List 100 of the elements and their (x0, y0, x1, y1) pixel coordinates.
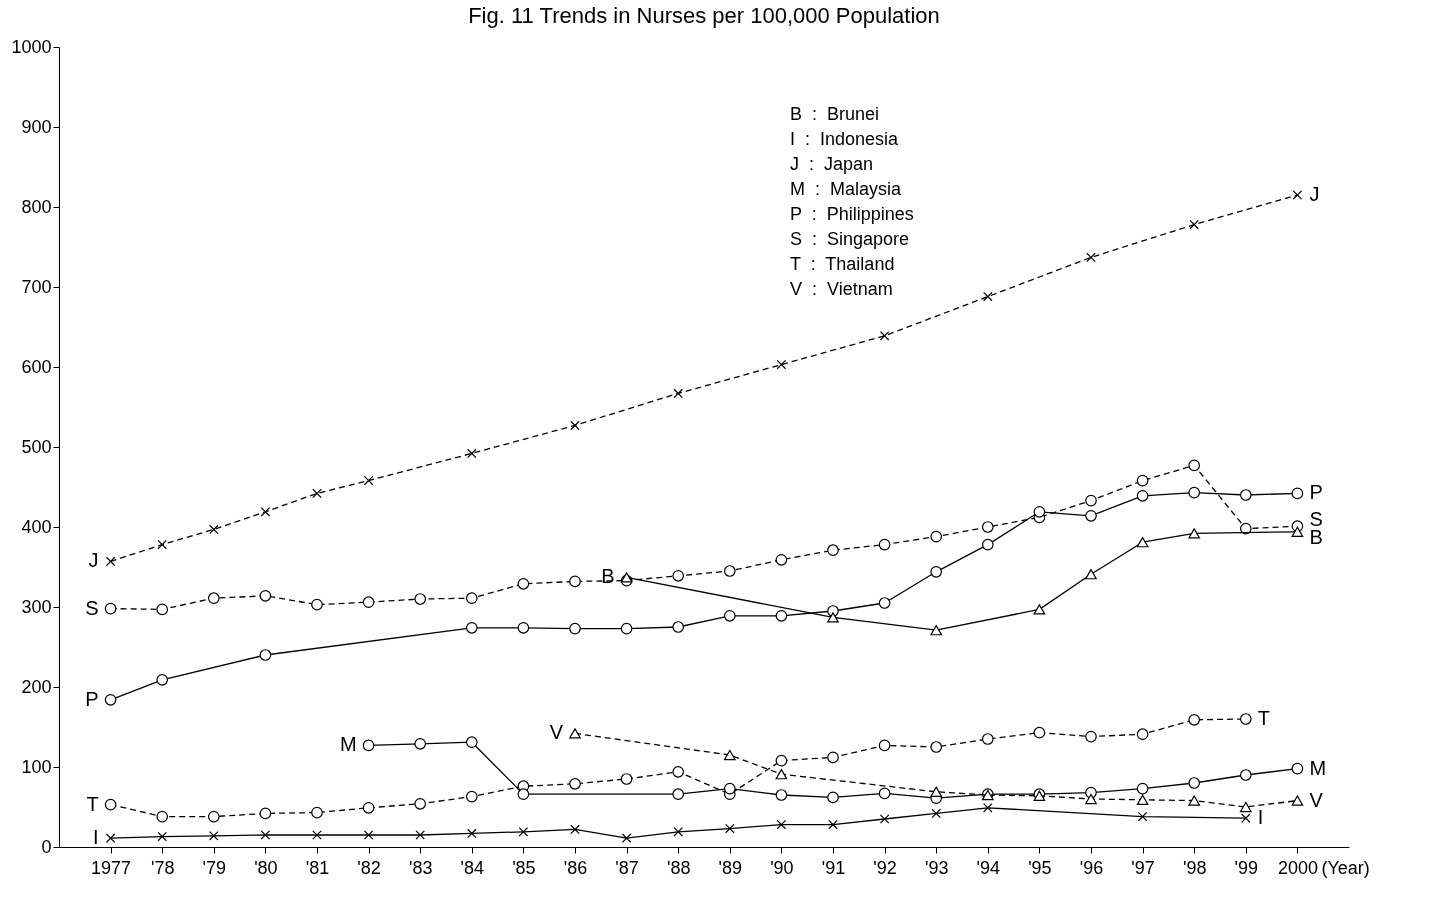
x-tick-label: '94 (976, 857, 1001, 878)
point (827, 612, 839, 623)
x-tick-label: '86 (563, 857, 588, 878)
x-tick-label: 1977 (91, 857, 132, 878)
point (311, 598, 323, 611)
annotation: T : Thailand (790, 253, 896, 276)
point (1085, 494, 1097, 507)
text: M (1309, 756, 1327, 779)
point (465, 736, 478, 749)
point (981, 733, 994, 745)
x-tick-label: '88 (666, 857, 691, 878)
point (983, 291, 993, 302)
point (1188, 528, 1201, 539)
point (879, 814, 890, 824)
point (1136, 537, 1149, 548)
point (1239, 801, 1252, 813)
point (105, 833, 116, 843)
point (930, 530, 943, 543)
point (878, 597, 891, 609)
y-tick-label: 200 (21, 676, 52, 697)
x-tick-label: '89 (718, 857, 743, 878)
point (1136, 728, 1149, 741)
point (517, 621, 530, 634)
point (1291, 526, 1304, 537)
point (1239, 713, 1252, 725)
x-tick-label: '91 (821, 857, 846, 878)
point (570, 824, 580, 835)
annotation: I : Indonesia (790, 128, 900, 151)
point (723, 749, 736, 761)
point (981, 521, 994, 533)
point (259, 589, 272, 602)
point (930, 741, 943, 753)
point (775, 609, 788, 622)
point (518, 827, 529, 837)
point (775, 553, 788, 566)
point (1136, 474, 1149, 487)
point (1033, 726, 1046, 739)
point (1291, 795, 1304, 806)
point (931, 808, 941, 819)
point (930, 565, 943, 578)
chart-title: Fig. 11 Trends in Nurses per 100,000 Population (468, 3, 940, 28)
point (209, 831, 219, 841)
text: I (93, 826, 99, 849)
text: J (1309, 183, 1320, 205)
point (828, 819, 838, 830)
point (1291, 487, 1304, 500)
x-tick-label: '97 (1131, 857, 1155, 878)
point (312, 830, 322, 840)
point (1239, 522, 1252, 535)
point (569, 622, 581, 635)
point (363, 475, 374, 486)
point (414, 593, 427, 605)
point (517, 788, 530, 801)
point (363, 830, 374, 840)
point (723, 782, 736, 795)
y-tick-label: 700 (21, 276, 52, 297)
point (620, 622, 633, 635)
y-tick-label: 500 (21, 436, 52, 457)
y-tick-label: 800 (21, 196, 52, 217)
point (259, 649, 272, 661)
x-tick-label: '85 (512, 857, 536, 878)
point (156, 810, 169, 823)
point (672, 765, 685, 778)
point (104, 693, 117, 706)
point (1188, 459, 1201, 472)
point (672, 569, 685, 582)
point (415, 830, 425, 840)
point (1239, 769, 1252, 781)
point (569, 777, 581, 790)
point (1188, 713, 1201, 726)
annotation: B : Brunei (790, 103, 881, 126)
series-label: I (1257, 806, 1264, 829)
point (1188, 486, 1201, 499)
x-tick-label: '98 (1182, 857, 1207, 878)
x-axis-title: (Year) (1321, 857, 1370, 878)
point (414, 797, 427, 810)
point (207, 810, 220, 823)
text: P (85, 687, 99, 710)
x-tick-label: '82 (357, 857, 381, 878)
y-tick-label: 900 (21, 116, 52, 137)
text: V (549, 721, 563, 744)
point (723, 609, 736, 622)
point (569, 728, 581, 739)
point (620, 773, 633, 785)
text: T (86, 792, 99, 815)
point (1033, 505, 1046, 518)
point (930, 786, 943, 797)
point (673, 827, 683, 837)
x-tick-label: '92 (873, 857, 897, 878)
point (569, 575, 581, 588)
point (1239, 489, 1252, 501)
point (1137, 811, 1148, 822)
point (827, 791, 839, 804)
x-tick-label: '83 (408, 857, 433, 878)
point (1189, 219, 1199, 230)
point (465, 592, 478, 605)
point (1291, 762, 1304, 775)
point (465, 621, 478, 634)
annotation: P : Philippines (790, 203, 914, 226)
point (878, 787, 891, 800)
